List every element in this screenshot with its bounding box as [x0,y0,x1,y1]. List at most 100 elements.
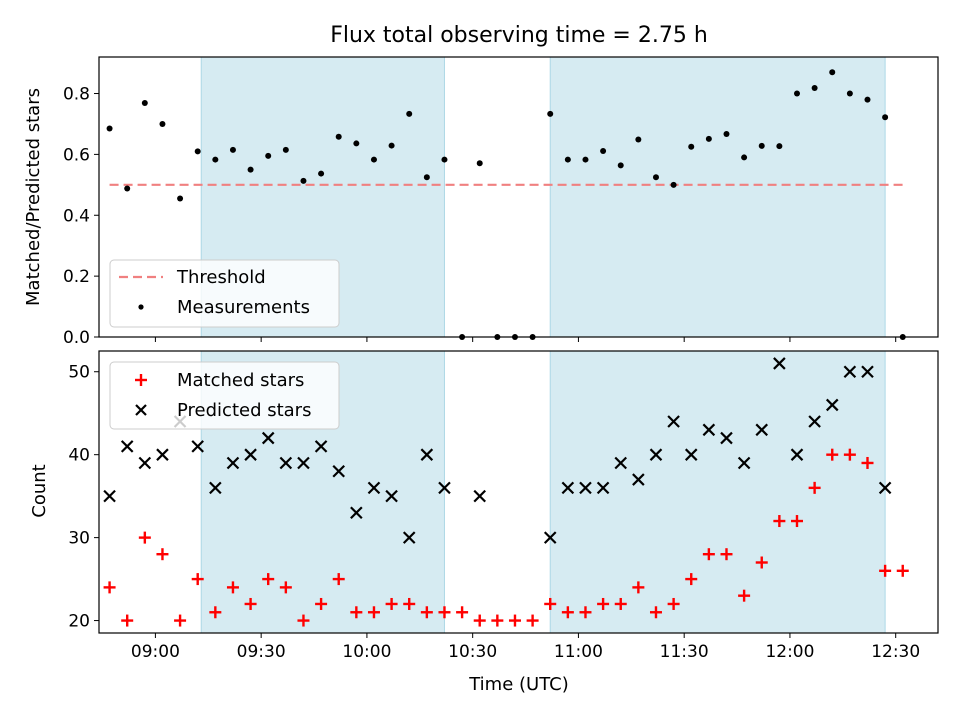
legend-matched-swatch [135,374,147,386]
y-tick-label: 0.4 [63,206,90,226]
measurement-point [318,170,325,177]
x-axis-label: Time (UTC) [468,674,569,695]
matched-stars-point [755,556,768,569]
measurement-point [406,110,413,117]
matched-stars-point [508,614,521,627]
measurement-point [441,156,448,163]
predicted-stars-point [702,423,716,437]
measurement-point [776,143,783,150]
matched-stars-point [297,614,310,627]
predicted-stars-point [632,473,645,486]
top-axes-frame [98,56,939,338]
matched-stars-point [279,581,292,594]
predicted-stars-point [191,440,204,453]
predicted-stars-point [420,448,434,461]
matched-stars-point [456,606,469,619]
matched-stars-point [685,573,698,586]
measurement-point [846,90,853,97]
y-tick-label: 0.2 [63,267,90,287]
matched-stars-point [790,515,803,528]
predicted-stars-point [332,464,345,478]
measurement-point [741,154,748,161]
predicted-stars-point [773,357,786,370]
matched-stars-point [667,597,680,610]
matched-stars-point [226,581,239,594]
matched-stars-point [403,597,416,610]
x-tick-label: 11:00 [554,642,603,662]
x-tick-label: 12:30 [871,642,920,662]
matched-stars-point [244,597,257,610]
matched-stars-point [385,597,398,610]
matched-stars-point [579,606,592,619]
measurement-point [635,136,642,143]
bottom-y-axis-label: Count [29,464,50,517]
count-points [103,357,909,627]
matched-stars-point [632,581,645,594]
measurement-point [177,195,184,202]
predicted-stars-point [103,489,116,503]
predicted-stars-point [279,456,293,470]
matched-stars-point [367,606,380,619]
legend-predicted-swatch [135,404,147,416]
predicted-stars-point [579,481,592,495]
x-tick-label: 09:00 [131,642,180,662]
measurement-point [670,181,677,188]
measurement-point [124,185,131,192]
bottom-legend: Matched stars Predicted stars [109,361,340,430]
legend-predicted-label: Predicted stars [177,400,311,421]
matched-stars-point [420,606,433,619]
matched-stars-point [473,614,486,627]
predicted-stars-point [561,481,575,495]
matched-stars-point [614,597,627,610]
top-legend: Threshold Measurements [109,259,340,328]
measurement-point [811,85,818,92]
measurement-point [547,110,554,117]
top-shaded-intervals [200,57,886,337]
predicted-stars-point [649,448,663,461]
matched-stars-point [121,614,134,627]
x-tick-label: 09:30 [237,642,286,662]
predicted-stars-point [843,365,857,379]
measurement-point [212,156,219,163]
predicted-stars-point [543,531,557,544]
matched-stars-point [103,581,116,594]
legend-threshold-label: Threshold [176,267,266,288]
measurement-point [829,69,836,76]
measurement-point [353,140,360,147]
predicted-stars-point [367,481,381,495]
matched-stars-point [191,573,204,586]
predicted-stars-point [614,456,628,470]
top-axis-ticks: 0.0 0.2 0.4 0.6 0.8 [63,85,897,348]
bottom-axes-frame [98,350,939,634]
predicted-stars-point [156,448,169,461]
predicted-stars-point [138,456,152,470]
top-legend-box [109,259,340,328]
chart-title: Flux total observing time = 2.75 h [330,23,708,48]
measurement-point [723,131,730,137]
predicted-stars-point [297,456,310,470]
matched-stars-point [773,515,786,528]
x-tick-label: 10:30 [448,642,497,662]
predicted-stars-point [755,423,769,437]
measurement-point [705,135,712,142]
predicted-stars-point [878,481,892,495]
y-tick-label: 20 [68,612,90,632]
matched-stars-point [138,531,151,544]
predicted-stars-point [385,489,398,503]
measurement-point [423,174,430,181]
matched-stars-point [526,614,539,627]
panel-top: 0.00.20.40.60.8 Matched/Predicted stars … [23,56,939,348]
measurement-point [247,166,254,173]
measurement-point [617,162,624,169]
y-tick-label: 0.8 [63,85,90,105]
predicted-stars-point [402,531,416,544]
matched-stars-point [491,614,504,627]
measurement-point [582,156,589,163]
predicted-stars-point [808,415,821,428]
matched-stars-point [896,564,909,577]
shaded-interval [550,57,886,337]
bottom-legend-box [109,361,340,430]
matched-stars-point [561,606,574,619]
measurement-point [688,143,695,150]
measurement-point [229,146,236,153]
